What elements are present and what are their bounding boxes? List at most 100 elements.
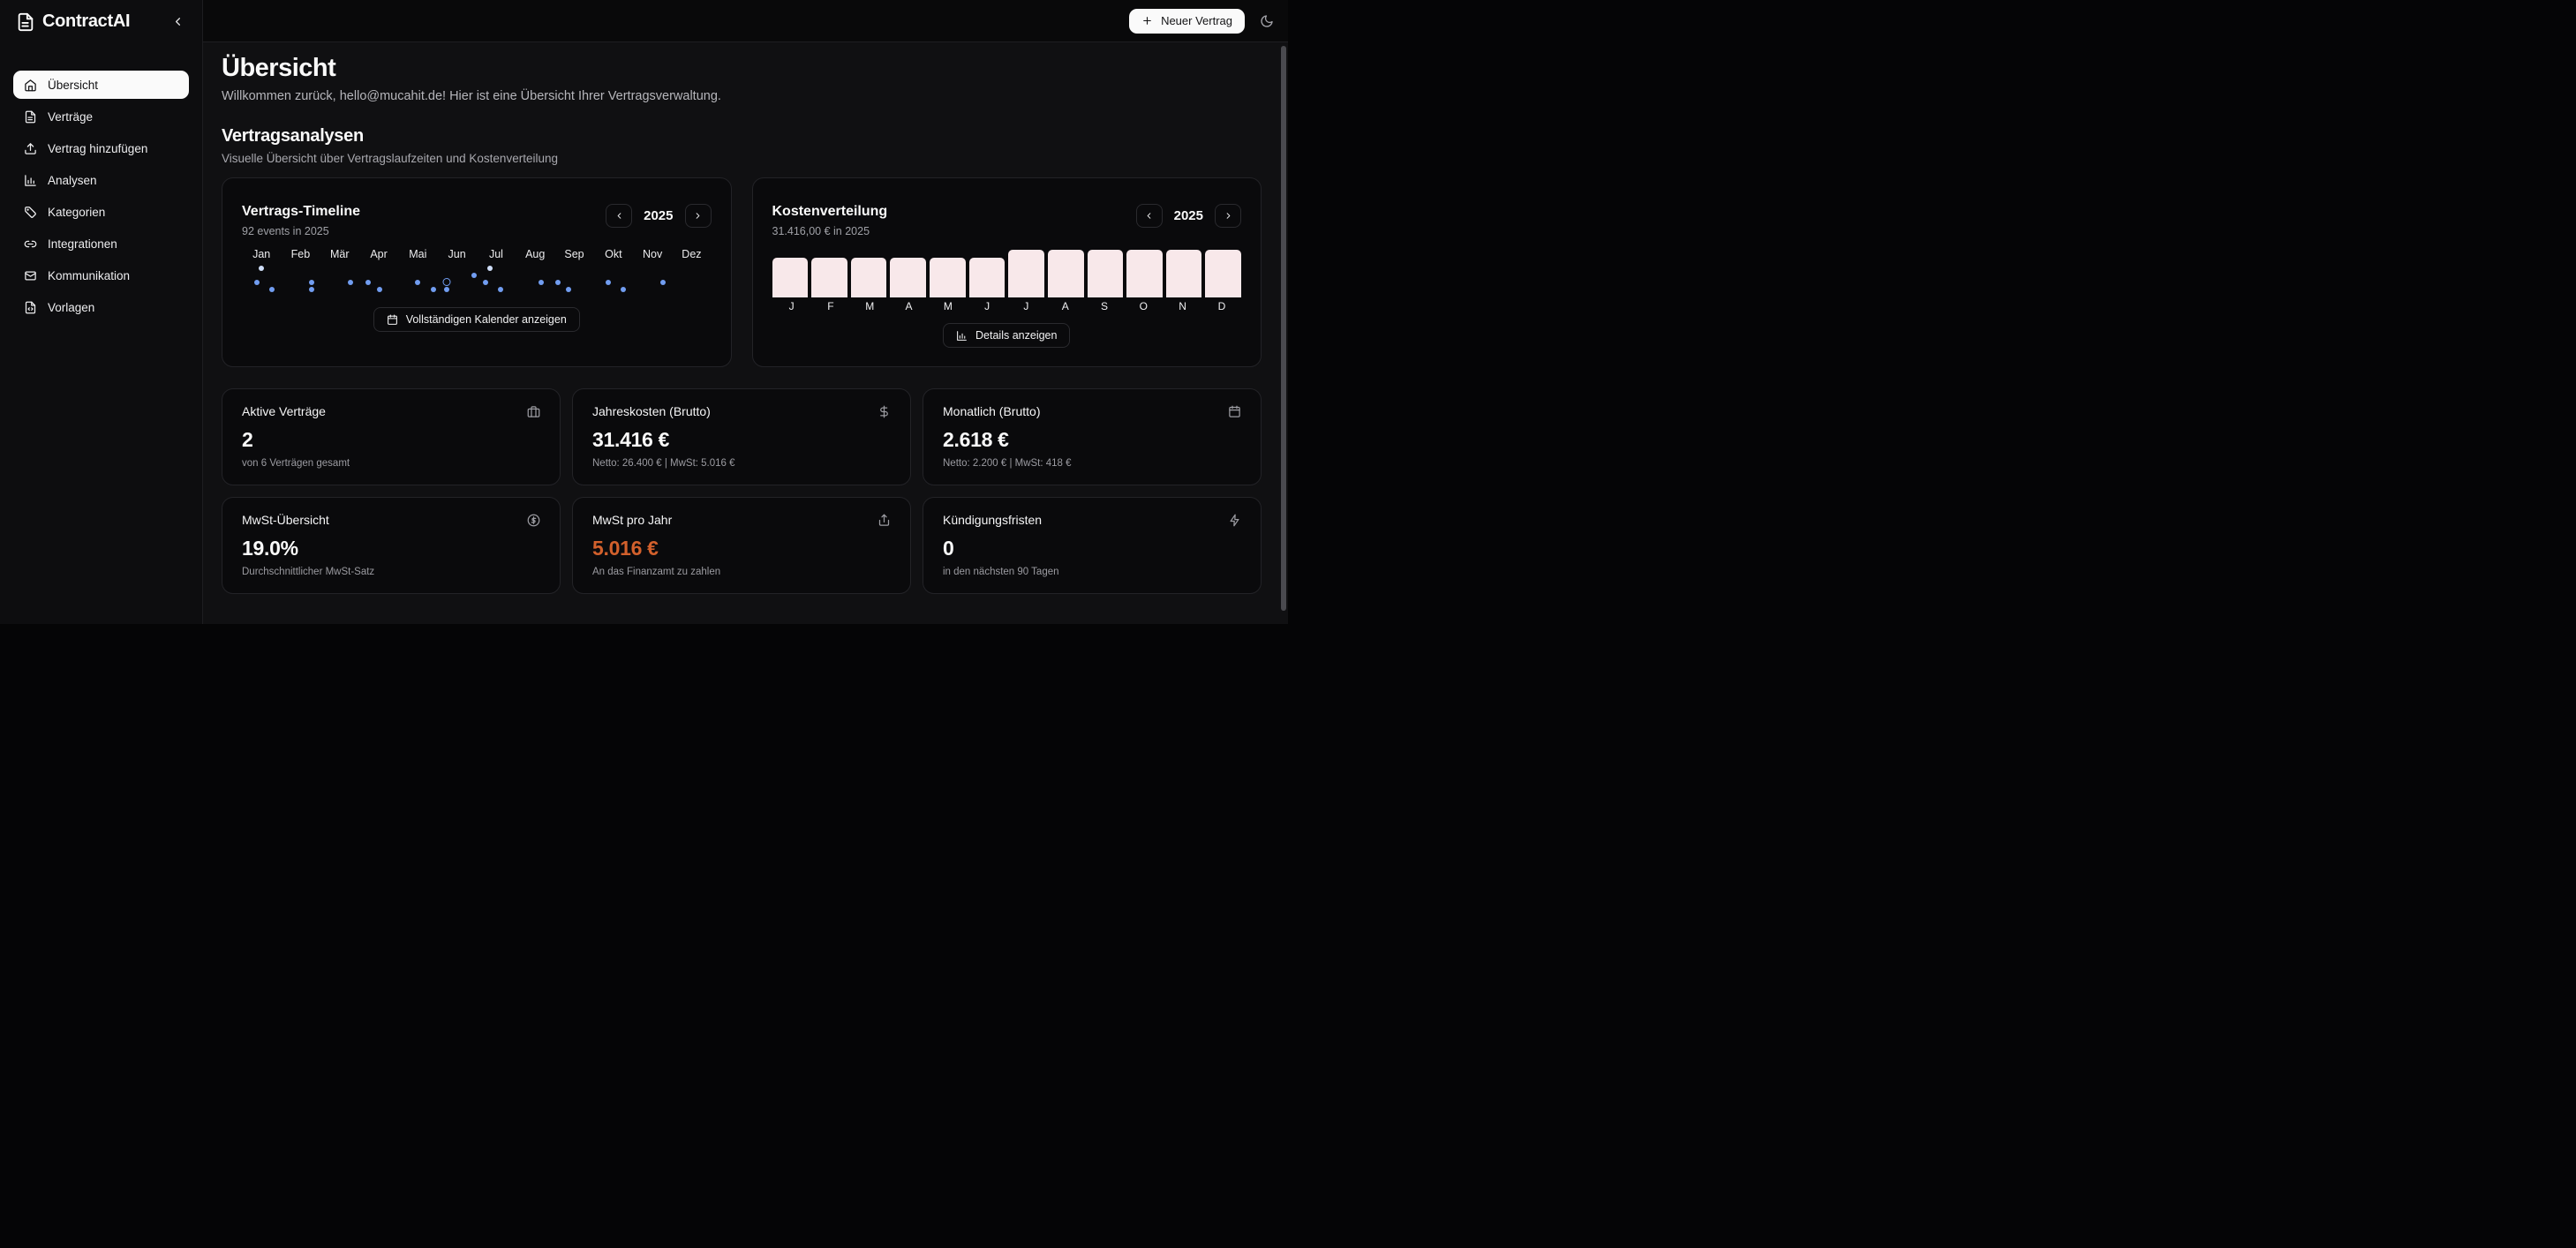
cost-bar [1205, 250, 1241, 297]
theme-toggle-button[interactable] [1260, 14, 1274, 28]
timeline-year-nav: 2025 [606, 204, 712, 228]
cost-card-title: Kostenverteilung [772, 204, 888, 219]
cost-bar-label: O [1139, 300, 1148, 312]
sidebar-item-integrationen[interactable]: Integrationen [13, 229, 189, 258]
timeline-event-dot [605, 280, 611, 285]
sidebar-item-label: Kommunikation [48, 268, 131, 282]
timeline-event-dot [660, 280, 667, 285]
topbar: Neuer Vertrag [203, 0, 1288, 42]
new-contract-label: Neuer Vertrag [1161, 14, 1232, 27]
cost-bar [811, 258, 847, 297]
full-calendar-button[interactable]: Vollständigen Kalender anzeigen [373, 307, 580, 332]
stat-subtitle: von 6 Verträgen gesamt [242, 458, 350, 469]
cost-next-year-button[interactable] [1215, 204, 1241, 228]
sidebar-item-label: Übersicht [48, 78, 99, 92]
cost-bar-chart [772, 250, 1241, 297]
cost-bar-label: M [943, 300, 953, 312]
stat-title: Monatlich (Brutto) [943, 404, 1041, 418]
app-title: ContractAI [42, 11, 131, 31]
cost-bar [890, 258, 926, 297]
sidebar-collapse-button[interactable] [169, 13, 186, 30]
timeline-event-dot [620, 287, 626, 292]
timeline-month-label: Dez [682, 248, 702, 260]
calendar-icon [1228, 405, 1241, 418]
sidebar-item-vorlagen[interactable]: Vorlagen [13, 293, 189, 321]
cost-prev-year-button[interactable] [1135, 204, 1163, 228]
timeline-event-dot [430, 287, 436, 292]
timeline-event-dot [365, 280, 371, 285]
sidebar-item-kommunikation[interactable]: Kommunikation [13, 261, 189, 289]
timeline-card: Vertrags-Timeline 92 events in 2025 2025 [222, 177, 732, 367]
timeline-month-label: Mai [409, 248, 427, 260]
timeline-event-dot [471, 273, 477, 278]
circle-dollar-icon [527, 514, 540, 527]
stat-value: 2 [242, 428, 253, 451]
stat-value: 31.416 € [592, 428, 670, 451]
stat-card-active-contracts: Aktive Verträge 2 von 6 Verträgen gesamt [222, 388, 561, 485]
cost-bar [968, 258, 1006, 297]
timeline-card-title: Vertrags-Timeline [242, 204, 360, 219]
timeline-next-year-button[interactable] [684, 204, 712, 228]
timeline-event-dot [348, 280, 354, 285]
scrollbar-thumb[interactable] [1281, 46, 1286, 611]
app-logo-file-icon [16, 12, 35, 32]
timeline-event-dot [555, 280, 561, 285]
sidebar-item-kategorien[interactable]: Kategorien [13, 198, 189, 226]
bar-chart-icon [957, 330, 967, 341]
main-area: Neuer Vertrag Übersicht Willkommen zurüc… [203, 0, 1288, 624]
analytics-section-subtitle: Visuelle Übersicht über Vertragslaufzeit… [222, 152, 558, 165]
cost-bar [1008, 250, 1044, 297]
cost-card-header: Kostenverteilung 31.416,00 € in 2025 202… [772, 202, 1241, 237]
app-root: ContractAI Übersicht Verträge Vertrag hi… [0, 0, 1288, 624]
tag-icon [25, 206, 36, 218]
timeline-year-label: 2025 [644, 208, 674, 223]
stat-value: 5.016 € [592, 537, 659, 560]
welcome-text: Willkommen zurück, hello@mucahit.de! Hie… [222, 89, 721, 103]
cost-bar [772, 258, 809, 297]
cost-bar [850, 258, 887, 297]
file-text-icon [25, 110, 36, 123]
timeline-event-dot [269, 287, 275, 292]
stat-title: Kündigungsfristen [943, 513, 1043, 527]
stat-title: MwSt-Übersicht [242, 513, 329, 527]
timeline-month-label: Jun [448, 248, 466, 260]
briefcase-icon [527, 405, 540, 418]
sidebar-item-vertrag-hinzufuegen[interactable]: Vertrag hinzufügen [13, 134, 189, 162]
analytics-section-title: Vertragsanalysen [222, 126, 364, 146]
timeline-month-label: Mär [329, 248, 350, 260]
timeline-month-label: Apr [370, 248, 388, 260]
cost-bar-label: J [1023, 300, 1029, 312]
stat-title: Jahreskosten (Brutto) [592, 404, 711, 418]
stats-grid: Aktive Verträge 2 von 6 Verträgen gesamt… [222, 388, 1262, 594]
sidebar-item-uebersicht[interactable]: Übersicht [13, 71, 189, 99]
cost-bar [1047, 250, 1084, 297]
timeline-prev-year-button[interactable] [606, 204, 633, 228]
stat-card-monthly-costs: Monatlich (Brutto) 2.618 € Netto: 2.200 … [923, 388, 1262, 485]
timeline-month-label: Jul [488, 248, 503, 260]
timeline-month-label: Sep [564, 248, 584, 260]
chevron-left-icon [1147, 213, 1151, 219]
sidebar-item-analysen[interactable]: Analysen [13, 166, 189, 194]
calendar-icon [387, 314, 397, 325]
home-icon [25, 79, 36, 91]
details-button[interactable]: Details anzeigen [943, 323, 1071, 348]
dollar-icon [877, 405, 891, 418]
timeline-month-label: Okt [605, 248, 622, 260]
timeline-month-row: Jan Feb Mär Apr Mai Jun Jul Aug Sep Okt Nov Dez [242, 248, 712, 262]
cost-year-label: 2025 [1173, 208, 1203, 223]
stat-subtitle: Durchschnittlicher MwSt-Satz [242, 567, 375, 577]
sidebar-item-vertraege[interactable]: Verträge [13, 102, 189, 131]
sidebar-item-label: Vorlagen [48, 300, 95, 314]
sidebar-item-label: Analysen [48, 173, 97, 187]
new-contract-button[interactable]: Neuer Vertrag [1129, 8, 1245, 34]
stat-value: 2.618 € [943, 428, 1009, 451]
moon-icon [1261, 14, 1273, 27]
stat-card-annual-costs: Jahreskosten (Brutto) 31.416 € Netto: 26… [572, 388, 911, 485]
stat-card-vat-per-year: MwSt pro Jahr 5.016 € An das Finanzamt z… [572, 497, 911, 594]
timeline-event-dot [376, 287, 382, 292]
link-icon [24, 240, 37, 247]
sidebar-item-label: Kategorien [48, 205, 106, 219]
share-icon [877, 514, 891, 527]
timeline-event-dot [309, 280, 315, 285]
